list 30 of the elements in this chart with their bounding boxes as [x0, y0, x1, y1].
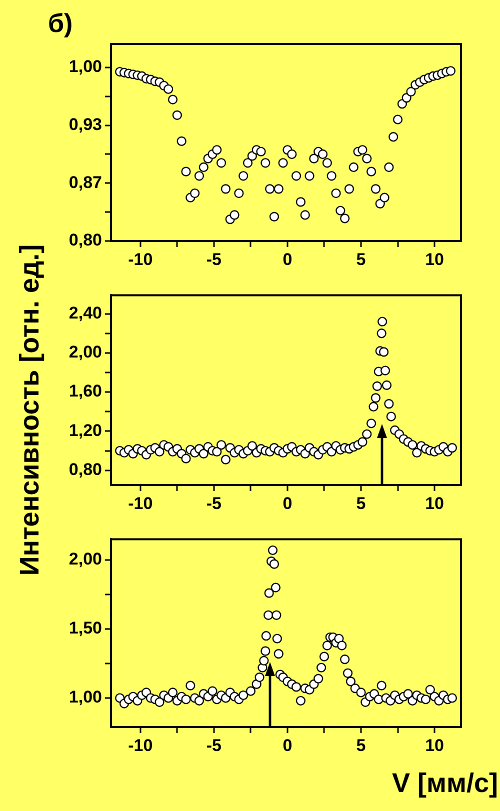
- x-tick-label: 0: [282, 736, 292, 755]
- x-tick-label: 0: [282, 250, 292, 269]
- y-tick-label: 1,20: [68, 420, 102, 440]
- x-tick-label: 5: [356, 736, 366, 755]
- x-tick-label: -10: [128, 736, 153, 755]
- chart-title: б): [48, 8, 73, 39]
- y-tick-label: 0,93: [68, 115, 102, 134]
- x-tick-label: -10: [128, 250, 153, 269]
- x-tick-label: -10: [128, 494, 153, 513]
- y-axis-title: Интенсивность [отн. ед.]: [14, 244, 46, 576]
- y-tick-label: 0,80: [68, 230, 102, 250]
- y-tick-label: 2,00: [68, 342, 102, 362]
- y-tick-label: 2,00: [68, 550, 102, 569]
- x-tick-label: -5: [206, 250, 222, 269]
- y-tick-label: 1,50: [68, 618, 102, 638]
- y-tick-label: 0,87: [68, 172, 102, 192]
- x-axis-title: V [мм/с]: [392, 768, 498, 799]
- x-tick-label: 5: [356, 494, 366, 513]
- x-tick-label: 0: [282, 494, 292, 513]
- x-tick-label: 5: [356, 250, 366, 269]
- x-tick-label: 10: [425, 736, 444, 755]
- x-tick-label: -5: [206, 736, 222, 755]
- y-tick-label: 1,00: [68, 688, 102, 707]
- y-tick-label: 1,60: [68, 382, 102, 401]
- x-tick-label: 10: [425, 250, 444, 269]
- y-tick-label: 2,40: [68, 303, 102, 322]
- y-tick-label: 0,80: [68, 460, 102, 480]
- y-tick-label: 1,00: [68, 57, 102, 76]
- x-tick-label: -5: [206, 494, 222, 513]
- x-tick-label: 10: [425, 494, 444, 513]
